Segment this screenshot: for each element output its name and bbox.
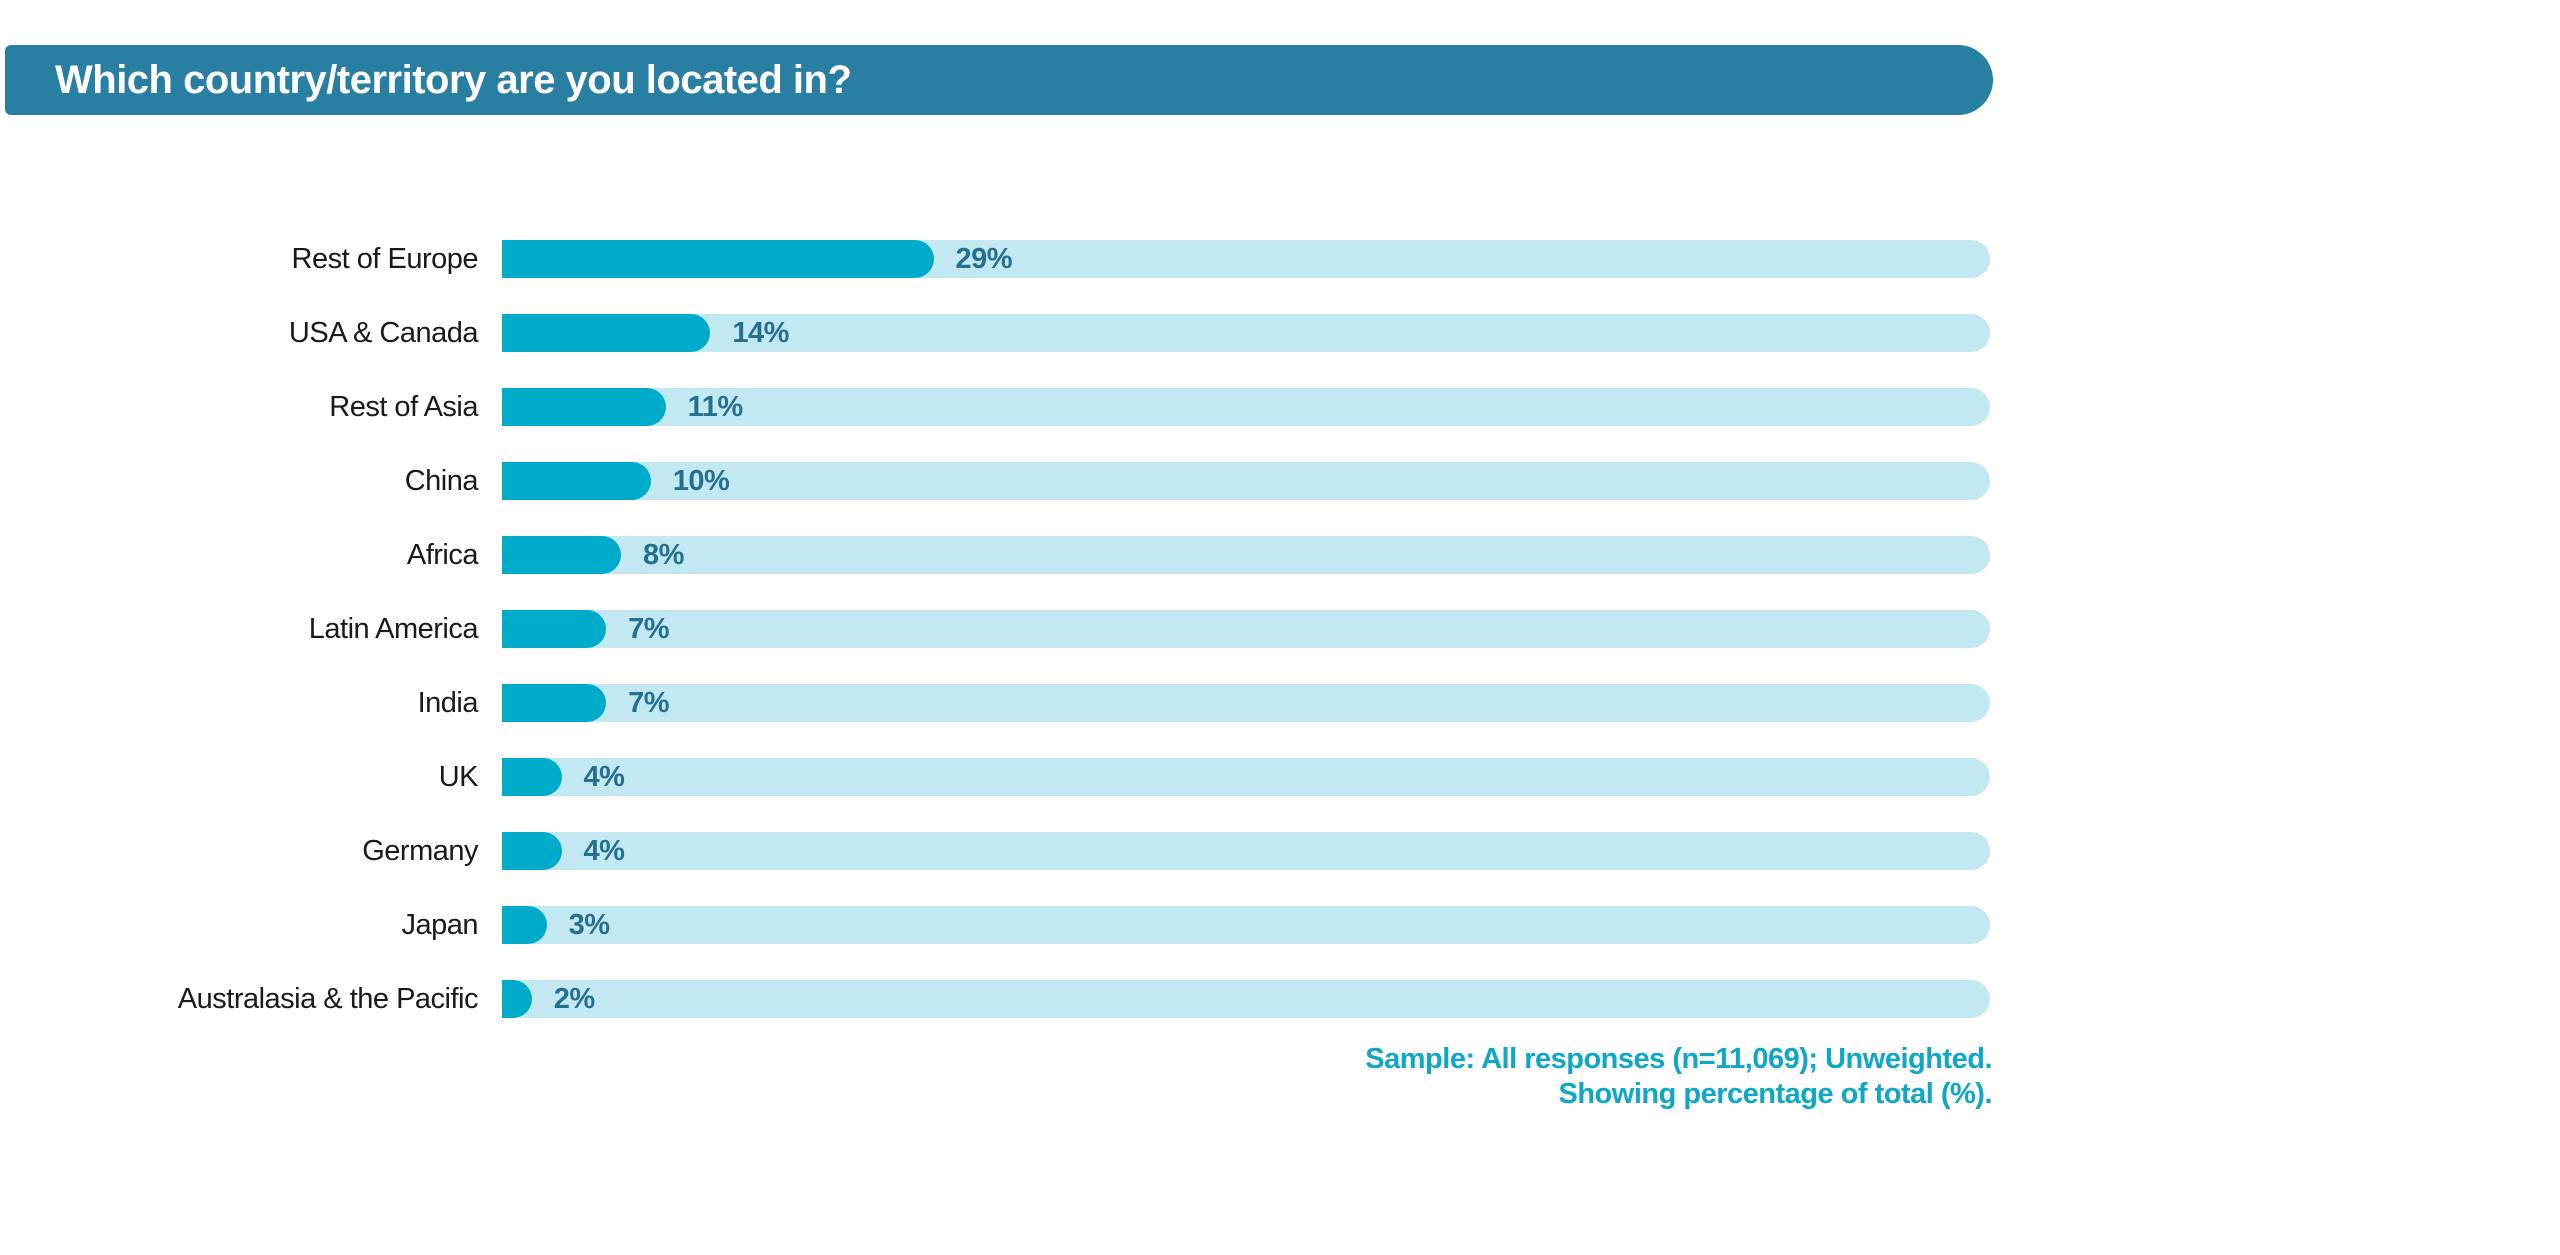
value-label: 7% (628, 613, 670, 645)
category-label: India (417, 687, 479, 719)
category-label: USA & Canada (288, 317, 479, 349)
category-label: Rest of Europe (291, 243, 479, 275)
chart-row: Rest of Asia 11% (0, 388, 2560, 426)
bar-fill (502, 462, 651, 500)
chart-row: Africa 8% (0, 536, 2560, 574)
bar-track: 11% (502, 388, 1990, 426)
value-label: 7% (628, 687, 670, 719)
bar-fill (502, 536, 622, 574)
value-label: 11% (687, 391, 743, 423)
bar-fill (502, 240, 934, 278)
bar-fill (502, 832, 562, 870)
bar-track: 4% (502, 832, 1990, 870)
bar-fill (502, 684, 607, 722)
value-label: 4% (583, 761, 625, 793)
sample-note-line1: Sample: All responses (n=11,069); Unweig… (1365, 1043, 1992, 1075)
category-label: UK (438, 761, 479, 793)
chart-row: Australasia & the Pacific 2% (0, 980, 2560, 1018)
value-label: 29% (955, 243, 1013, 275)
question-banner: Which country/territory are you located … (5, 45, 1993, 115)
sample-note-line2: Showing percentage of total (%). (1558, 1078, 1992, 1110)
category-label: Africa (406, 539, 479, 571)
category-label: Germany (362, 835, 478, 867)
bar-fill (502, 906, 547, 944)
category-label: Latin America (308, 613, 479, 645)
value-label: 8% (643, 539, 684, 571)
sample-note: Sample: All responses (n=11,069); Unweig… (1365, 1042, 1992, 1112)
bar-track: 7% (502, 610, 1990, 648)
chart-row: Latin America 7% (0, 610, 2560, 648)
value-label: 3% (568, 909, 610, 941)
bar-track: 10% (502, 462, 1990, 500)
chart-row: UK 4% (0, 758, 2560, 796)
chart-row: China 10% (0, 462, 2560, 500)
bar-track: 3% (502, 906, 1990, 944)
bar-track: 7% (502, 684, 1990, 722)
bar-fill (502, 388, 666, 426)
category-label: China (404, 465, 479, 497)
category-label: Japan (401, 909, 478, 941)
bar-track: 29% (502, 240, 1990, 278)
page-title: Which country/territory are you located … (55, 57, 852, 102)
value-label: 14% (732, 317, 789, 349)
bar-track: 2% (502, 980, 1990, 1018)
bar-fill (502, 758, 562, 796)
bar-track: 8% (502, 536, 1990, 574)
chart-row: Japan 3% (0, 906, 2560, 944)
chart-row: USA & Canada 14% (0, 314, 2560, 352)
chart-row: Rest of Europe 29% (0, 240, 2560, 278)
bar-fill (502, 980, 532, 1018)
bar-fill (502, 314, 711, 352)
chart-row: India 7% (0, 684, 2560, 722)
value-label: 10% (672, 465, 730, 497)
bar-chart: Rest of Europe 29% USA & Canada 14% Rest of … (0, 240, 2560, 1018)
bar-track: 4% (502, 758, 1990, 796)
category-label: Rest of Asia (329, 391, 478, 423)
value-label: 4% (583, 835, 625, 867)
bar-fill (502, 610, 607, 648)
value-label: 2% (553, 983, 595, 1015)
bar-track: 14% (502, 314, 1990, 352)
category-label: Australasia & the Pacific (177, 983, 479, 1015)
chart-row: Germany 4% (0, 832, 2560, 870)
